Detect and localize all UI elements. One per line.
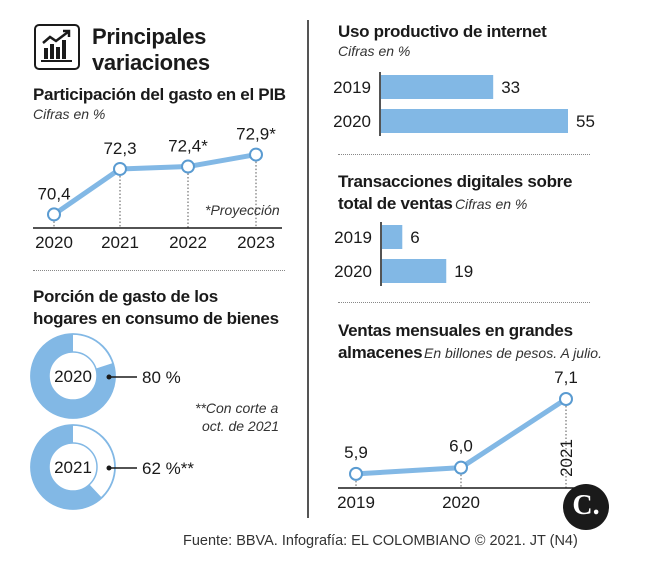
gasto-pib-tick-2020: 2020: [35, 233, 73, 252]
internet-data-label-2020: 55: [576, 112, 595, 131]
divider-right-2: [338, 302, 590, 303]
hogares-hole-2021: [48, 442, 98, 492]
logo-letter: C.: [572, 490, 600, 521]
page-title-line2: variaciones: [92, 50, 210, 75]
almacenes-tick-2020: 2020: [442, 493, 480, 512]
gasto-pib-tick-2021: 2021: [101, 233, 139, 252]
footer-source: Fuente: BBVA. Infografía: EL COLOMBIANO …: [183, 533, 578, 549]
gasto-pib-point-2023: [249, 147, 263, 162]
digitales-subtitle: Cifras en %: [455, 196, 528, 212]
gasto-pib-point-2022: [181, 159, 195, 174]
hogares-data-label-2021: 62 %**: [142, 459, 194, 478]
bar-chart-growth-icon: [41, 29, 72, 62]
internet-tick-2019: 2019: [333, 78, 371, 97]
divider-left-1: [33, 270, 285, 271]
almacenes-point-2021: [559, 392, 573, 406]
digitales-data-label-2019: 6: [410, 228, 419, 247]
gasto-pib-tick-2023: 2023: [237, 233, 275, 252]
gasto-pib-series-line: [52, 152, 257, 217]
el-colombiano-logo: C.: [563, 484, 609, 530]
internet-bar-2019: [381, 75, 494, 99]
header-icon-box: [34, 24, 80, 70]
almacenes-title-line2: almacenes: [338, 343, 423, 362]
hogares-leader-dot-2021: [106, 465, 112, 471]
gasto-pib-tick-2022: 2022: [169, 233, 207, 252]
internet-bar-2020: [381, 109, 568, 133]
hogares-title-line2: hogares en consumo de bienes: [33, 309, 279, 328]
almacenes-point-2020: [454, 460, 468, 475]
almacenes-data-label-2020: 6,0: [449, 437, 473, 456]
gasto-pib-subtitle: Cifras en %: [33, 106, 106, 122]
gasto-pib-data-label-2022: 72,4*: [168, 137, 208, 156]
column-divider: [307, 20, 309, 518]
hogares-note-line2: oct. de 2021: [202, 418, 280, 434]
divider-right-1: [338, 154, 590, 155]
internet-subtitle: Cifras en %: [338, 43, 411, 59]
digitales-bar-2020: [382, 259, 447, 283]
digitales-title-line2: total de ventas: [338, 194, 453, 213]
almacenes-tick-2021: 2021: [557, 439, 576, 477]
almacenes-subtitle: En billones de pesos. A julio.: [424, 345, 602, 361]
digitales-tick-2020: 2020: [334, 262, 372, 281]
internet-tick-2020: 2020: [333, 112, 371, 131]
internet-title: Uso productivo de internet: [338, 22, 547, 41]
digitales-tick-2019: 2019: [334, 228, 372, 247]
hogares-hole-2020: [48, 351, 98, 401]
gasto-pib-data-label-2021: 72,3: [103, 139, 136, 158]
almacenes-title-line1: Ventas mensuales en grandes: [338, 321, 573, 340]
gasto-pib-point-2020: [47, 207, 61, 222]
gasto-pib-title: Participación del gasto en el PIB: [33, 85, 286, 104]
almacenes-tick-2019: 2019: [337, 493, 375, 512]
almacenes-data-label-2021: 7,1: [554, 368, 578, 387]
hogares-title-line1: Porción de gasto de los: [33, 287, 218, 306]
hogares-note-line1: **Con corte a: [195, 400, 279, 416]
gasto-pib-data-label-2023: 72,9*: [236, 125, 276, 144]
gasto-pib-note: *Proyección: [205, 202, 280, 218]
gasto-pib-data-label-2020: 70,4: [37, 184, 70, 203]
digitales-data-label-2020: 19: [454, 262, 473, 281]
gasto-pib-point-2021: [113, 161, 127, 176]
hogares-data-label-2020: 80 %: [142, 368, 181, 387]
hogares-leader-dot-2020: [106, 374, 112, 380]
digitales-title-line1: Transacciones digitales sobre: [338, 172, 573, 191]
almacenes-data-label-2019: 5,9: [344, 443, 368, 462]
digitales-bar-2019: [382, 225, 403, 249]
hogares-year-label-2021: 2021: [54, 458, 92, 477]
page-title-line1: Principales: [92, 24, 207, 49]
hogares-year-label-2020: 2020: [54, 367, 92, 386]
internet-data-label-2019: 33: [501, 78, 520, 97]
almacenes-point-2019: [349, 466, 363, 481]
